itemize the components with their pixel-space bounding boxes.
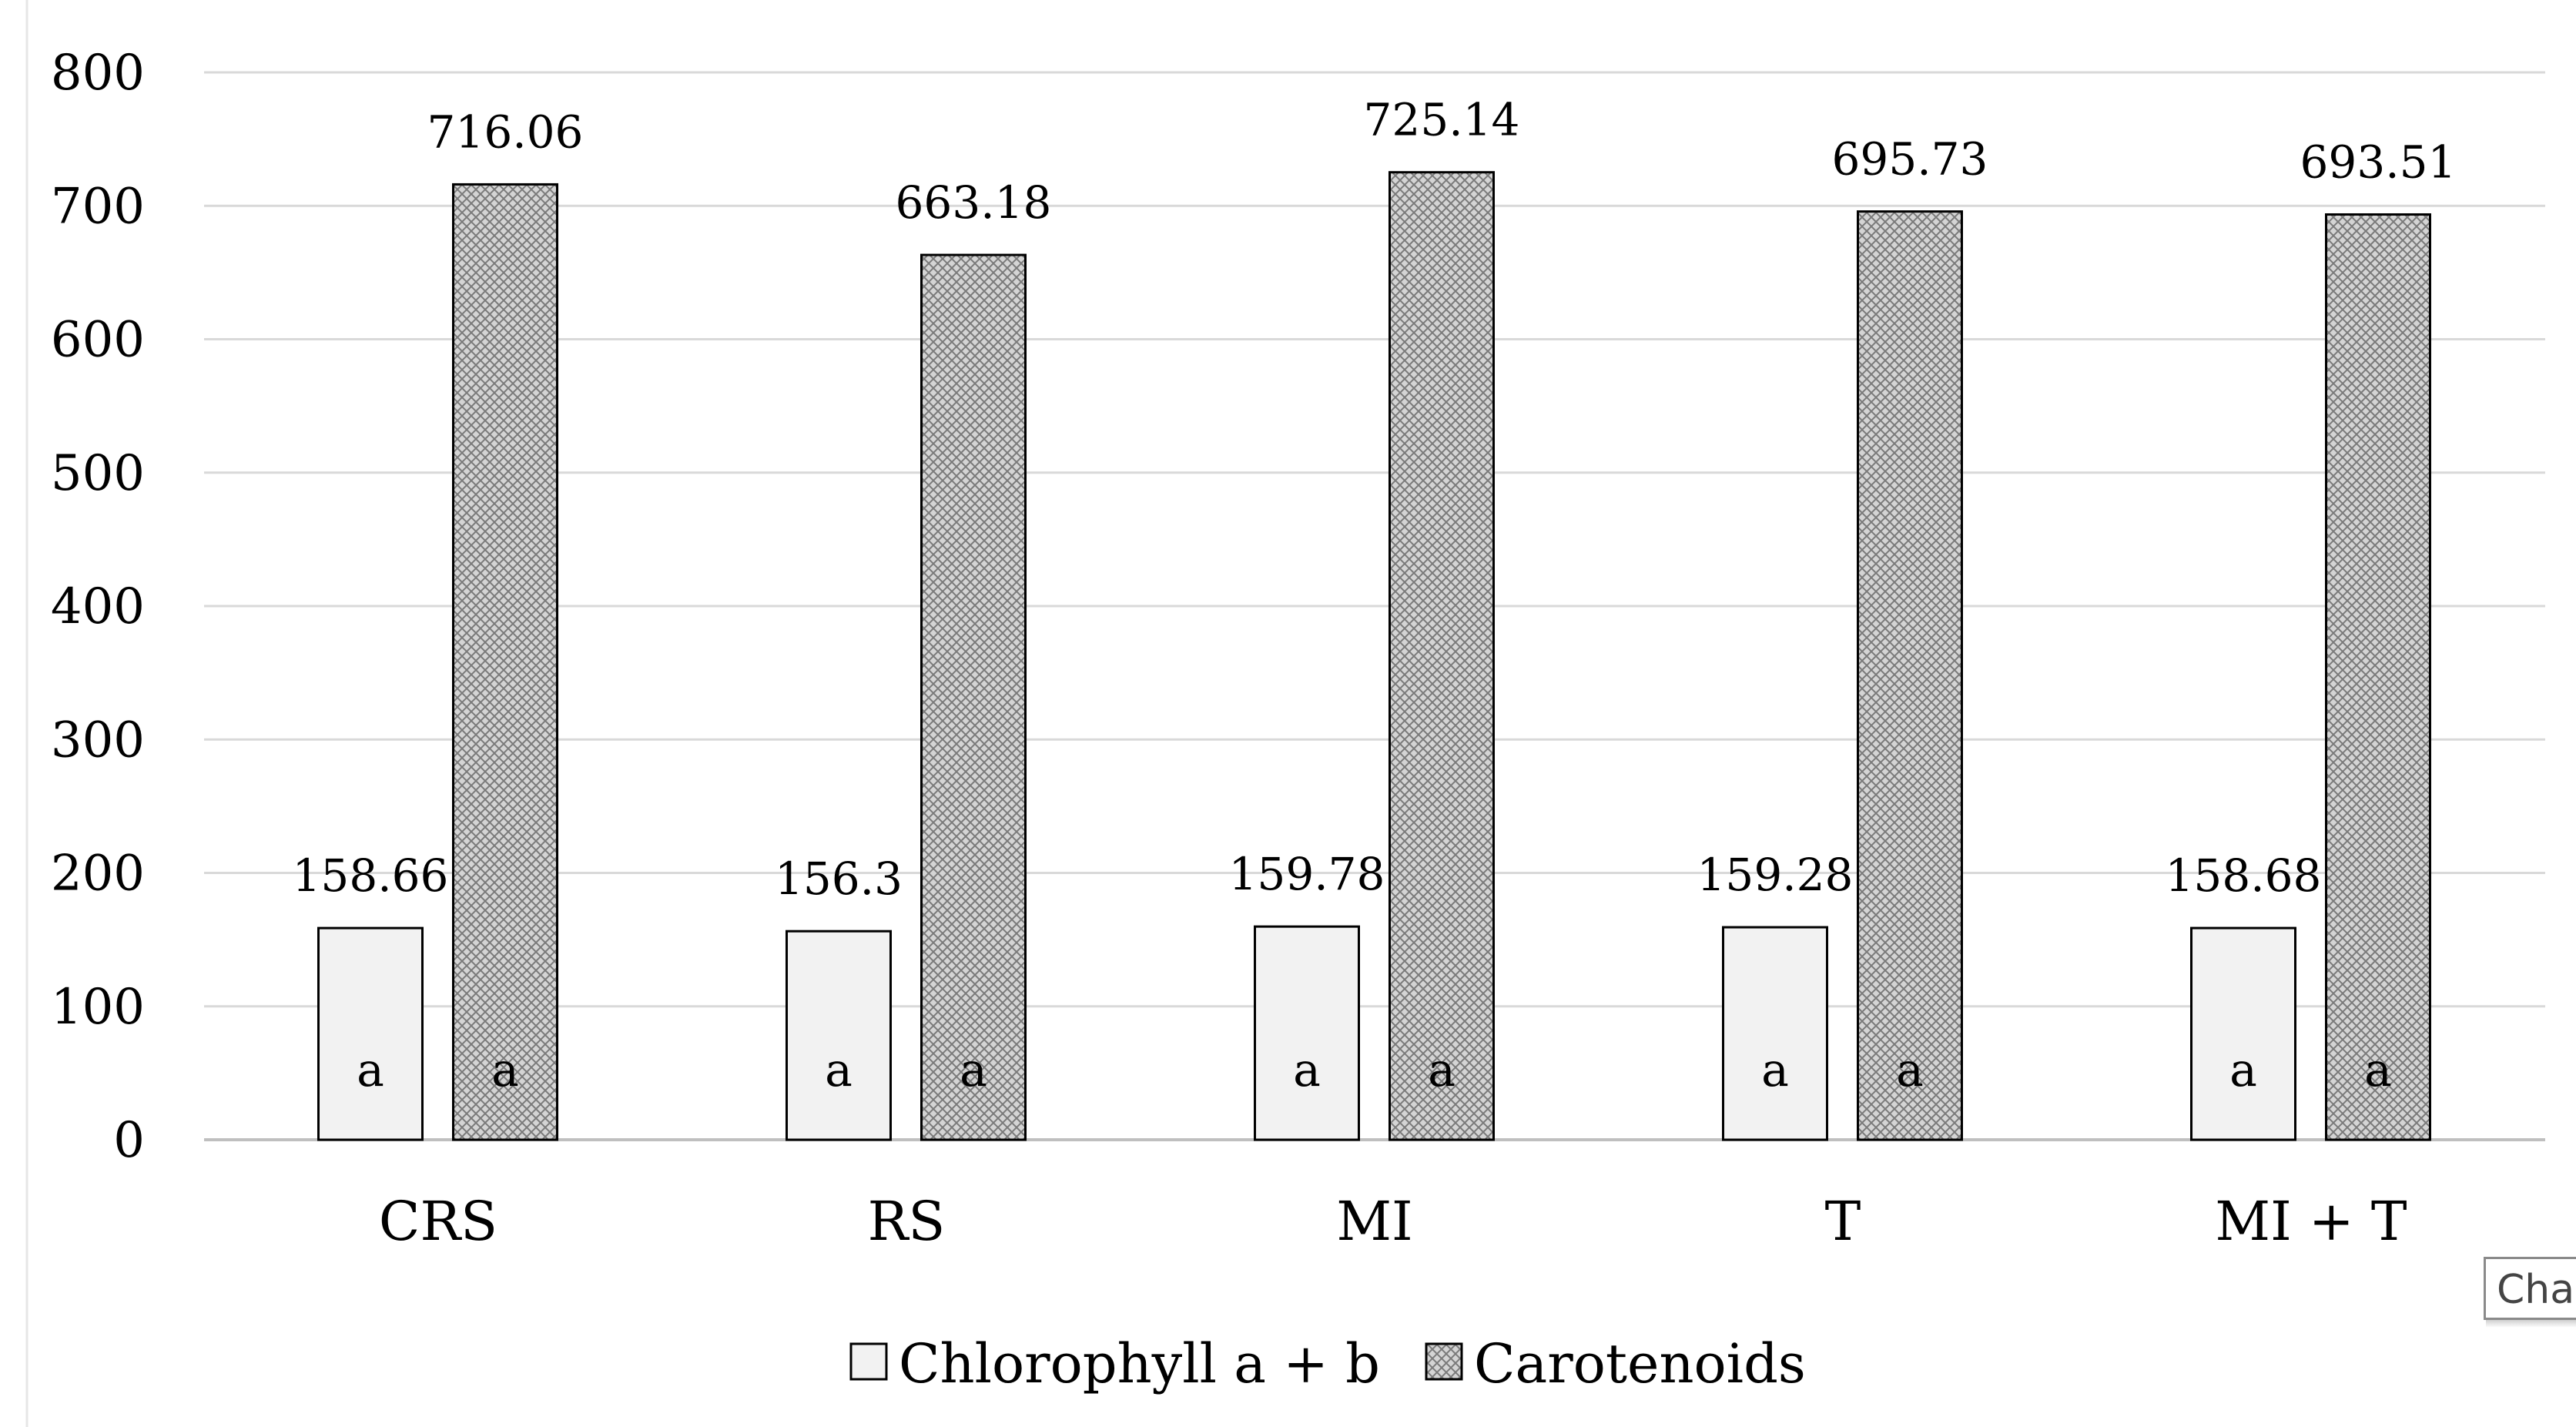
significance-letter: a bbox=[825, 1043, 853, 1097]
tooltip-text: Cha bbox=[2497, 1267, 2575, 1313]
data-label: 695.73 bbox=[1832, 133, 1988, 186]
tooltip-shadow bbox=[2486, 1320, 2576, 1328]
bar-carotenoids bbox=[1388, 171, 1495, 1141]
data-label: 158.66 bbox=[293, 849, 449, 902]
legend-swatch bbox=[1425, 1342, 1463, 1381]
gridlines bbox=[204, 71, 2545, 1141]
y-tick-label: 100 bbox=[51, 979, 145, 1036]
bars bbox=[317, 171, 2431, 1141]
y-tick-label: 600 bbox=[51, 312, 145, 369]
significance-letter: a bbox=[1896, 1043, 1924, 1097]
bar-chlorophyll bbox=[1254, 925, 1360, 1141]
significance-letter: a bbox=[2364, 1043, 2392, 1097]
y-tick-label: 200 bbox=[51, 846, 145, 903]
data-label: 725.14 bbox=[1364, 94, 1520, 146]
x-axis-ticks: CRS RS MI T MI + T bbox=[379, 1190, 2407, 1253]
significance-letter: a bbox=[960, 1043, 987, 1097]
legend: Chlorophyll a + b Carotenoids bbox=[849, 1332, 1806, 1395]
bar-chlorophyll bbox=[2190, 926, 2296, 1141]
x-tick-label: RS bbox=[868, 1190, 946, 1253]
data-label: 158.68 bbox=[2166, 849, 2322, 902]
legend-label: Chlorophyll a + b bbox=[899, 1332, 1380, 1395]
bar-carotenoids bbox=[920, 253, 1027, 1141]
data-label: 663.18 bbox=[896, 176, 1052, 229]
x-tick-label: CRS bbox=[379, 1190, 497, 1253]
chart-tooltip: Cha bbox=[2484, 1257, 2576, 1320]
significance-letter: a bbox=[1293, 1043, 1321, 1097]
significance-letter: a bbox=[491, 1043, 519, 1097]
bar-carotenoids bbox=[2325, 213, 2431, 1141]
data-labels: 158.66 a 716.06 a 156.3 a 663.18 a 159.78 a 725.14… bbox=[293, 94, 2457, 1097]
y-tick-label: 700 bbox=[51, 178, 145, 235]
x-tick-label: MI bbox=[1336, 1190, 1412, 1253]
legend-swatch bbox=[849, 1342, 888, 1381]
significance-letter: a bbox=[2229, 1043, 2257, 1097]
bar-carotenoids bbox=[452, 183, 558, 1141]
y-tick-label: 500 bbox=[51, 445, 145, 502]
x-tick-label: T bbox=[1825, 1190, 1861, 1253]
significance-letter: a bbox=[1428, 1043, 1455, 1097]
y-tick-label: 400 bbox=[51, 578, 145, 635]
bar-carotenoids bbox=[1857, 210, 1963, 1141]
data-label: 159.28 bbox=[1697, 849, 1854, 901]
data-label: 716.06 bbox=[427, 106, 584, 158]
significance-letter: a bbox=[357, 1043, 384, 1097]
y-tick-label: 0 bbox=[113, 1112, 145, 1169]
significance-letter: a bbox=[1761, 1043, 1789, 1097]
data-label: 693.51 bbox=[2300, 136, 2457, 188]
x-tick-label: MI + T bbox=[2215, 1190, 2407, 1253]
bar-chlorophyll bbox=[786, 930, 892, 1141]
data-label: 156.3 bbox=[775, 853, 903, 905]
y-tick-label: 800 bbox=[51, 45, 145, 102]
y-axis-ticks: 0 100 200 300 400 500 600 700 800 bbox=[51, 45, 145, 1169]
y-tick-label: 300 bbox=[51, 712, 145, 769]
bar-chlorophyll bbox=[317, 926, 424, 1141]
data-label: 159.78 bbox=[1229, 848, 1385, 900]
legend-label: Carotenoids bbox=[1474, 1332, 1806, 1395]
bar-chlorophyll bbox=[1722, 926, 1828, 1141]
